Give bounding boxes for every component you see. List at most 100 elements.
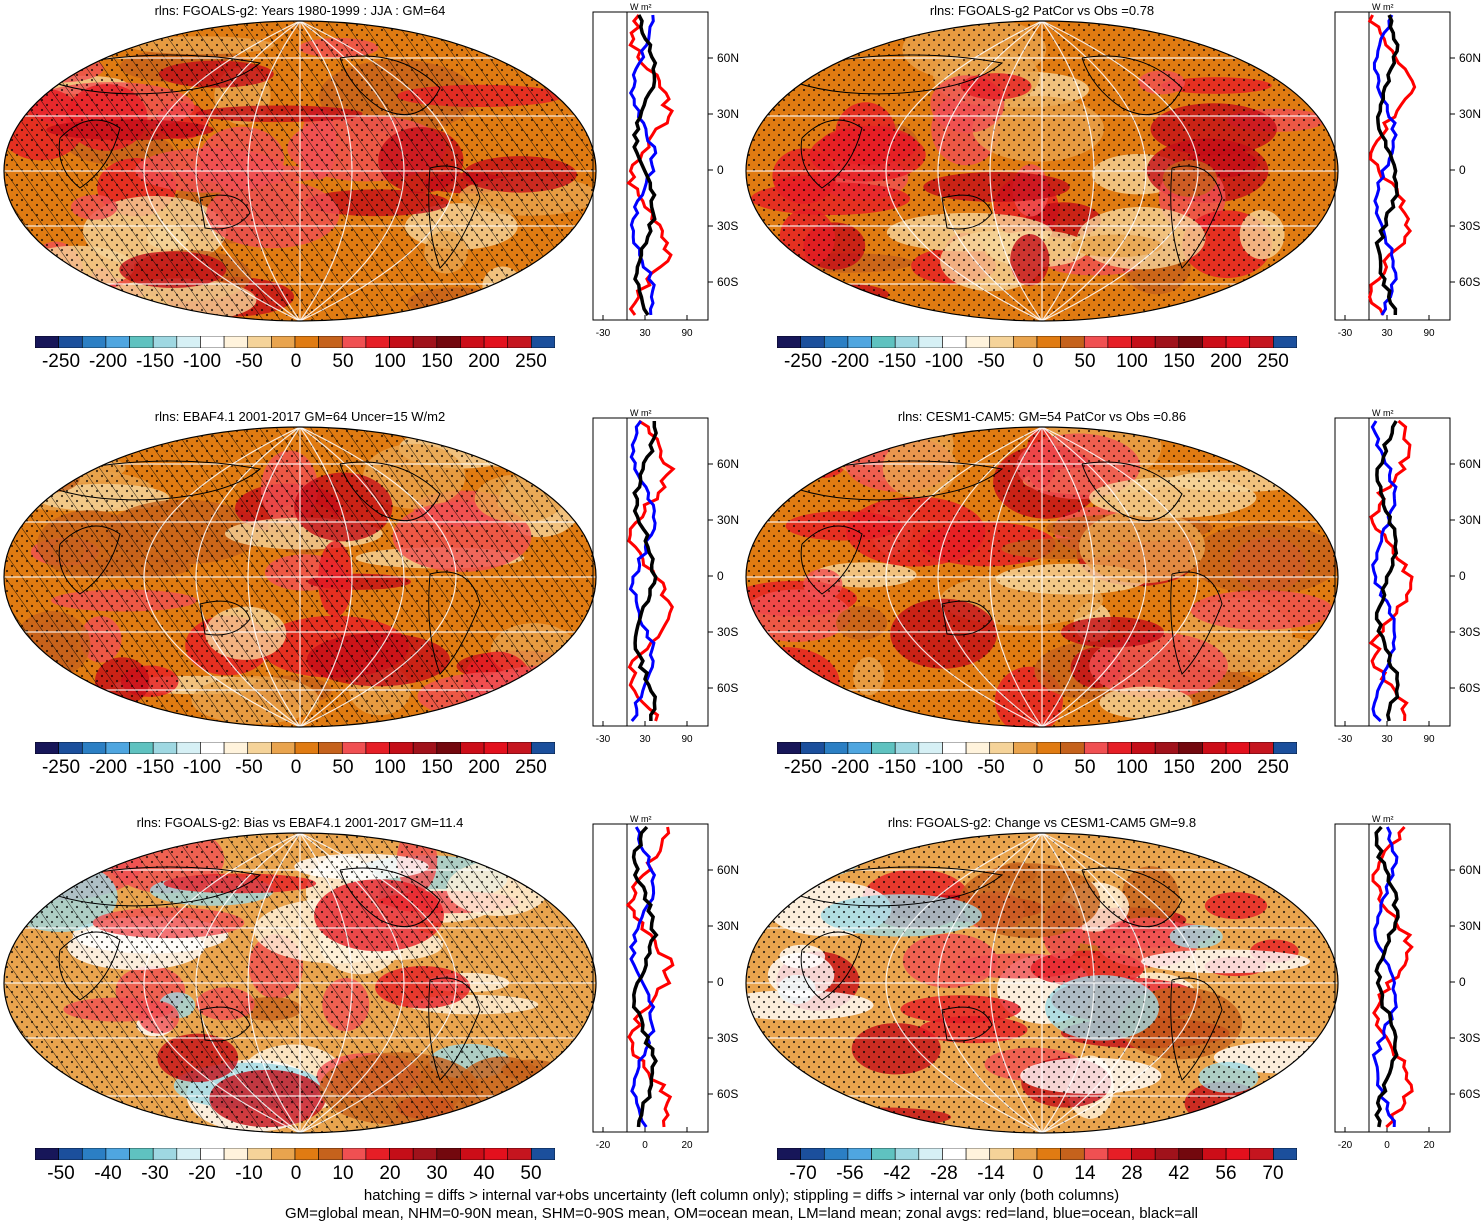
colorbar [35, 336, 555, 348]
colorbar-tick-label: -56 [836, 1163, 864, 1184]
zonal-x-tick-label: 30 [1381, 328, 1393, 339]
panel-title: rlns: CESM1-CAM5: GM=54 PatCor vs Obs =0… [897, 409, 1187, 424]
zonal-mean-plot: W m² 60N 30N 0 30S 60S -30 30 90 [592, 2, 739, 339]
colorbar-tick-label: -28 [930, 1163, 958, 1184]
robinson-map [3, 832, 597, 1134]
colorbar-tick-label: -20 [188, 1163, 216, 1184]
colorbar-tick-label: 30 [426, 1163, 448, 1184]
latitude-tick-label: 0 [717, 569, 724, 583]
zonal-x-tick-label: 90 [681, 328, 693, 339]
colorbar-ticks: -250 -200 -150 -100 -50 0 50 100 150 200 250 [35, 757, 555, 781]
robinson-map [745, 832, 1339, 1134]
colorbar [777, 742, 1297, 754]
colorbar-tick-label: 40 [473, 1163, 495, 1184]
colorbar-tick-label: 150 [421, 351, 453, 372]
colorbar-tick-label: 150 [421, 757, 453, 778]
latitude-tick-label: 30S [717, 219, 738, 233]
latitude-tick-label: 30S [717, 1031, 738, 1045]
colorbar-tick-label: 100 [1116, 757, 1148, 778]
zonal-x-tick-label: 20 [1423, 1140, 1435, 1151]
zonal-units-label: W m² [630, 814, 652, 824]
colorbar-tick-label: 10 [332, 1163, 354, 1184]
zonal-units-label: W m² [1372, 2, 1394, 12]
colorbar-tick-label: -150 [877, 351, 917, 372]
latitude-tick-label: 60N [1459, 863, 1481, 877]
panel-title: rlns: FGOALS-g2: Change vs CESM1-CAM5 GM… [887, 815, 1197, 830]
zonal-x-tick-label: 30 [1381, 734, 1393, 745]
zonal-units-label: W m² [1372, 408, 1394, 418]
colorbar-tick-label: -100 [182, 351, 222, 372]
colorbar-tick-label: -70 [789, 1163, 817, 1184]
colorbar-tick-label: 50 [332, 757, 354, 778]
latitude-tick-label: 60N [717, 51, 739, 65]
land-zonal-line [626, 14, 675, 316]
zonal-x-tick-label: 90 [1423, 328, 1435, 339]
all-zonal-line [1374, 420, 1400, 722]
colorbar [35, 742, 555, 754]
colorbar-tick-label: 200 [468, 757, 500, 778]
zonal-x-tick-label: -30 [596, 328, 611, 339]
zonal-units-label: W m² [630, 2, 652, 12]
map-panel: rlns: FGOALS-g2: Change vs CESM1-CAM5 GM… [742, 812, 1483, 1217]
zonal-x-tick-label: 0 [642, 1140, 648, 1151]
colorbar-ticks: -70 -56 -42 -28 -14 0 14 28 42 56 70 [777, 1163, 1297, 1187]
colorbar-tick-label: 250 [1257, 351, 1289, 372]
colorbar-tick-label: 200 [468, 351, 500, 372]
map-panel: rlns: FGOALS-g2: Years 1980-1999 : JJA :… [0, 0, 741, 405]
latitude-tick-label: 0 [717, 975, 724, 989]
colorbar-tick-label: 0 [290, 757, 302, 778]
colorbar-tick-label: -14 [977, 1163, 1005, 1184]
zonal-x-tick-label: 20 [681, 1140, 693, 1151]
ocean-zonal-line [628, 14, 658, 316]
colorbar-tick-label: 0 [1032, 757, 1044, 778]
colorbar-tick-label: 56 [1215, 1163, 1237, 1184]
colorbar-tick-label: -200 [830, 351, 870, 372]
latitude-tick-label: 60N [1459, 51, 1481, 65]
zonal-mean-plot: W m² 60N 30N 0 30S 60S -20 0 20 [1334, 814, 1481, 1151]
land-zonal-line [1367, 14, 1417, 316]
zonal-x-tick-label: -30 [1338, 734, 1353, 745]
zonal-x-tick-label: -20 [596, 1140, 611, 1151]
latitude-tick-label: 30N [717, 107, 739, 121]
colorbar-tick-label: -50 [47, 1163, 75, 1184]
colorbar-tick-label: 50 [332, 351, 354, 372]
zonal-x-tick-label: 30 [639, 734, 651, 745]
latitude-tick-label: 30S [717, 625, 738, 639]
zonal-x-tick-label: -30 [1338, 328, 1353, 339]
colorbar-tick-label: 250 [515, 351, 547, 372]
all-zonal-line [632, 421, 658, 722]
colorbar-tick-label: -30 [141, 1163, 169, 1184]
all-zonal-line [631, 825, 659, 1128]
latitude-tick-label: 60N [717, 863, 739, 877]
latitude-tick-label: 60N [1459, 457, 1481, 471]
ocean-zonal-line [1372, 14, 1398, 316]
colorbar-tick-label: 250 [1257, 757, 1289, 778]
zonal-x-tick-label: 0 [1384, 1140, 1390, 1151]
latitude-tick-label: 0 [1459, 569, 1466, 583]
latitude-tick-label: 30N [1459, 107, 1481, 121]
colorbar-tick-label: 150 [1163, 351, 1195, 372]
latitude-tick-label: 60S [717, 1087, 738, 1101]
panel-title: rlns: FGOALS-g2: Years 1980-1999 : JJA :… [154, 3, 446, 18]
all-zonal-line [1374, 14, 1400, 316]
colorbar-tick-label: 0 [290, 1163, 302, 1184]
colorbar-tick-label: 200 [1210, 351, 1242, 372]
colorbar-tick-label: -50 [977, 757, 1005, 778]
colorbar [777, 1148, 1297, 1160]
latitude-tick-label: 30S [1459, 1031, 1480, 1045]
colorbar-tick-label: 70 [1262, 1163, 1284, 1184]
zonal-x-tick-label: 30 [639, 328, 651, 339]
latitude-tick-label: 0 [1459, 975, 1466, 989]
footer-line-1: hatching = diffs > internal var+obs unce… [363, 1187, 1120, 1204]
colorbar-tick-label: -10 [235, 1163, 263, 1184]
colorbar-tick-label: -50 [977, 351, 1005, 372]
latitude-tick-label: 0 [717, 163, 724, 177]
map-panel: rlns: FGOALS-g2: Bias vs EBAF4.1 2001-20… [0, 812, 741, 1217]
latitude-tick-label: 30N [1459, 513, 1481, 527]
map-panel: rlns: FGOALS-g2 PatCor vs Obs =0.78 W m² 6… [742, 0, 1483, 405]
colorbar-tick-label: -200 [830, 757, 870, 778]
colorbar-ticks: -50 -40 -30 -20 -10 0 10 20 30 40 50 [35, 1163, 555, 1187]
colorbar-tick-label: 150 [1163, 757, 1195, 778]
latitude-tick-label: 60S [1459, 1087, 1480, 1101]
latitude-tick-label: 30S [1459, 625, 1480, 639]
